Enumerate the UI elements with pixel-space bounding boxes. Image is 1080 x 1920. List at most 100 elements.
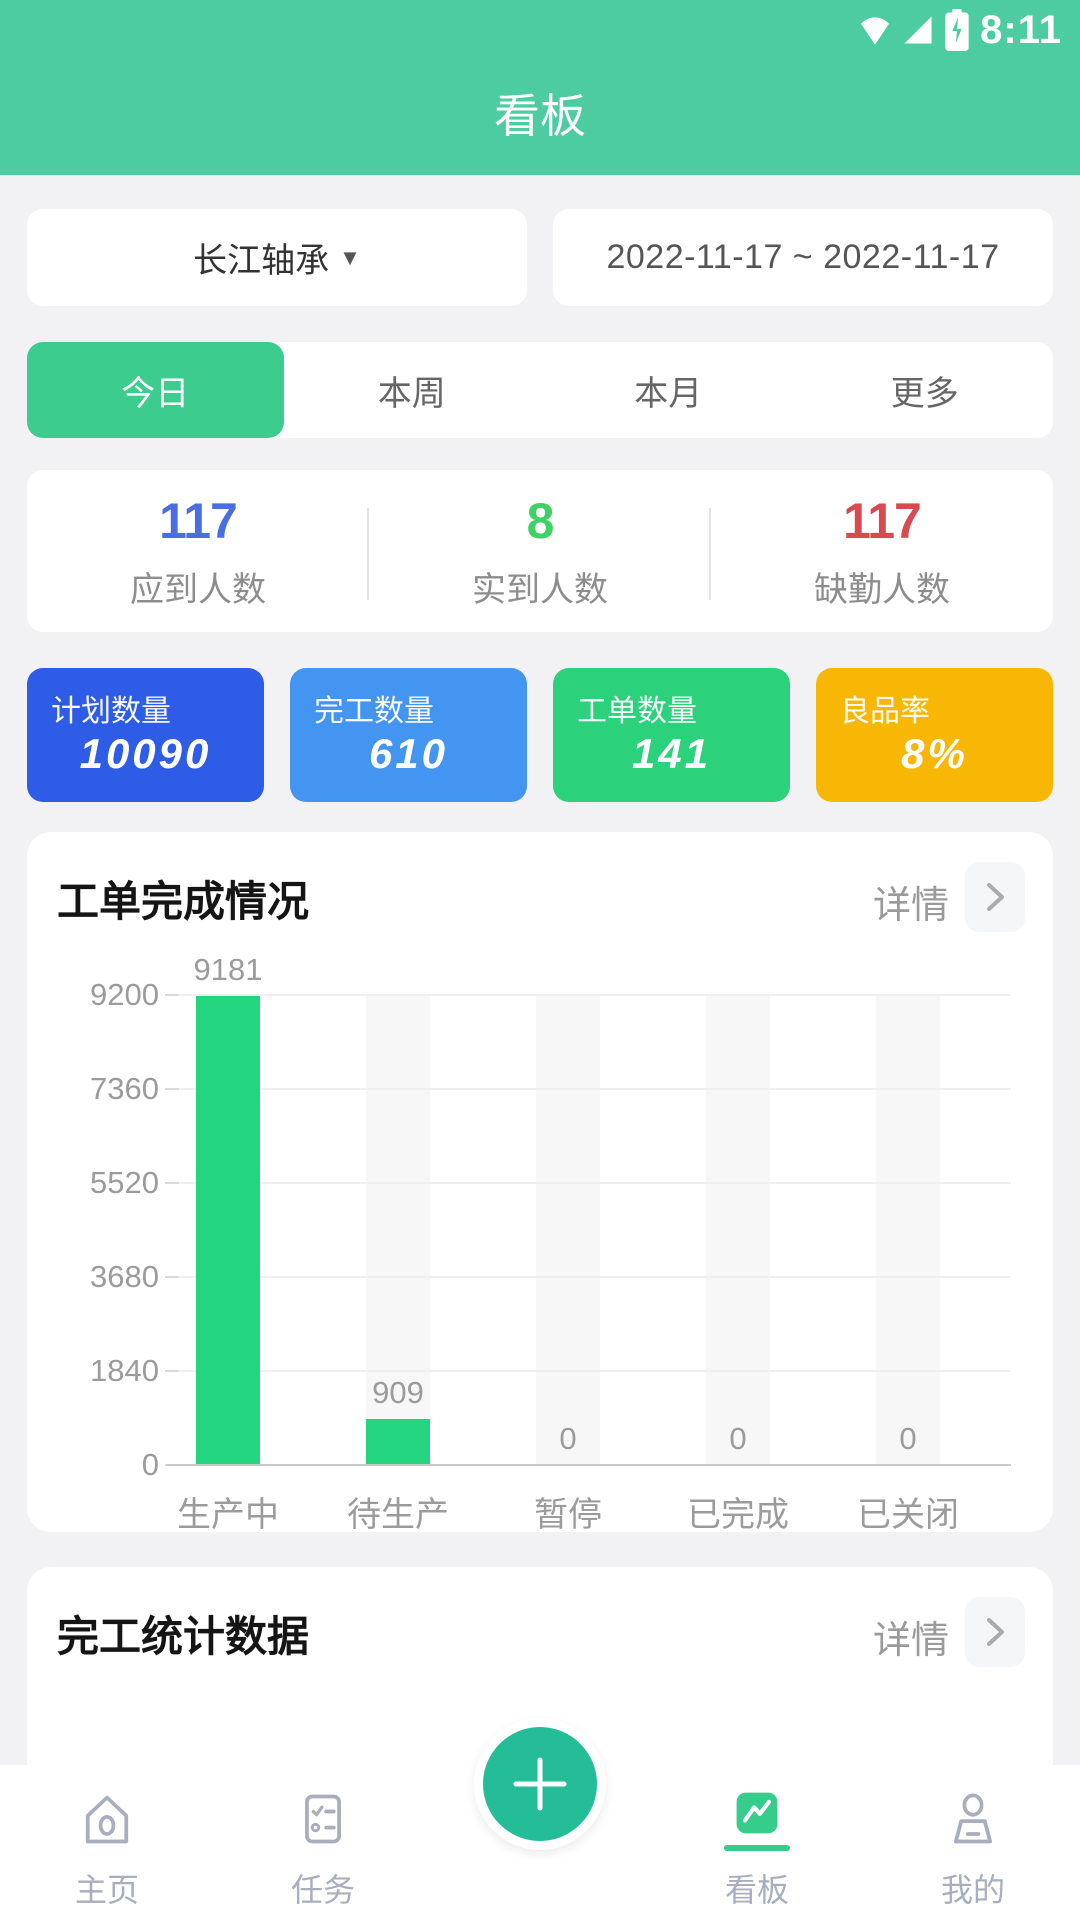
kanban-chart-icon xyxy=(724,1787,790,1851)
attendance-label: 缺勤人数 xyxy=(814,570,950,609)
kpi-value: 610 xyxy=(368,730,449,777)
completion-section-title: 完工统计数据 xyxy=(57,1613,310,1660)
tasks-icon xyxy=(293,1787,353,1851)
bar-value-label: 0 xyxy=(729,1421,747,1456)
attendance-value: 117 xyxy=(843,492,922,549)
kpi-label: 工单数量 xyxy=(577,695,697,728)
category-label-已关闭: 已关闭 xyxy=(857,1496,959,1534)
nav-active-underline xyxy=(724,1844,790,1851)
y-axis-tick-label: 0 xyxy=(141,1447,159,1482)
category-label-待生产: 待生产 xyxy=(347,1496,449,1534)
work-order-section-card: 工单完成情况 详情 0 1840 3680 5520 7360 9200 9181 生产中 90… xyxy=(27,832,1053,1534)
completion-detail-button[interactable] xyxy=(965,1597,1025,1667)
bar-value-label: 0 xyxy=(899,1421,917,1456)
period-tab-bar: 今日 本周 本月 更多 xyxy=(27,342,1053,438)
app-header: 8:11 看板 xyxy=(0,0,1080,175)
battery-charging-icon xyxy=(945,9,969,51)
y-axis-tick-mark xyxy=(165,1088,179,1090)
attendance-label: 实到人数 xyxy=(472,570,608,609)
kpi-label: 计划数量 xyxy=(51,695,171,728)
attendance-value: 117 xyxy=(159,492,238,549)
bar-track xyxy=(706,995,770,1465)
y-axis-tick-label: 1840 xyxy=(90,1353,159,1388)
add-fab-button[interactable] xyxy=(474,1718,606,1850)
y-axis-tick-label: 5520 xyxy=(90,1165,159,1200)
home-icon xyxy=(77,1787,137,1851)
bar-value-label: 0 xyxy=(559,1421,577,1456)
chevron-right-icon xyxy=(987,883,1004,911)
kpi-value: 10090 xyxy=(79,730,212,777)
kpi-value: 8% xyxy=(901,730,968,777)
kpi-label: 良品率 xyxy=(840,695,930,728)
bar-value-label: 9181 xyxy=(193,952,263,987)
category-label-已完成: 已完成 xyxy=(687,1496,789,1534)
kpi-card[interactable]: 良品率 8% xyxy=(816,668,1053,802)
work-order-bar-chart: 0 1840 3680 5520 7360 9200 9181 生产中 909 待生产 0 暂停 0 已完… xyxy=(27,832,1053,1534)
chevron-right-icon xyxy=(987,1618,1004,1646)
stat-divider xyxy=(367,508,369,600)
plus-icon xyxy=(513,1757,567,1811)
work-order-detail-link[interactable]: 详情 xyxy=(872,885,949,927)
gridline xyxy=(179,1276,1011,1278)
gridline xyxy=(179,1088,1011,1090)
attendance-stat: 117 应到人数 xyxy=(27,470,369,632)
status-bar: 8:11 xyxy=(858,8,1062,52)
y-axis-tick-mark xyxy=(165,994,179,996)
kpi-label: 完工数量 xyxy=(314,695,434,728)
nav-label: 我的 xyxy=(940,1872,1005,1908)
x-axis-baseline xyxy=(167,1464,1011,1466)
tab-今日[interactable]: 今日 xyxy=(27,342,284,438)
work-order-section-title: 工单完成情况 xyxy=(57,878,310,925)
factory-selector[interactable]: 长江轴承 ▼ xyxy=(27,209,527,306)
nav-label: 主页 xyxy=(74,1872,139,1908)
kpi-card[interactable]: 计划数量 10090 xyxy=(27,668,264,802)
nav-item-我的[interactable]: 我的 xyxy=(893,1765,1053,1920)
y-axis-tick-label: 3680 xyxy=(90,1259,159,1294)
wifi-icon xyxy=(861,17,890,45)
gridline xyxy=(179,994,1011,996)
nav-item-看板[interactable]: 看板 xyxy=(677,1765,837,1920)
factory-selector-label: 长江轴承 xyxy=(193,242,330,280)
attendance-label: 应到人数 xyxy=(130,570,266,609)
bar-track xyxy=(876,995,940,1465)
attendance-stat: 8 实到人数 xyxy=(369,470,711,632)
y-axis-tick-label: 9200 xyxy=(90,977,159,1012)
stat-divider xyxy=(709,508,711,600)
y-axis-tick-label: 7360 xyxy=(90,1071,159,1106)
kpi-card[interactable]: 完工数量 610 xyxy=(290,668,527,802)
bar-待生产[interactable] xyxy=(366,1419,430,1465)
bar-track xyxy=(536,995,600,1465)
gridline xyxy=(179,1182,1011,1184)
attendance-stats-card: 117 应到人数 8 实到人数 117 缺勤人数 xyxy=(27,470,1053,632)
filter-row: 长江轴承 ▼ 2022-11-17 ~ 2022-11-17 xyxy=(27,209,1053,306)
page-title: 看板 xyxy=(494,90,586,142)
y-axis-tick-mark xyxy=(165,1182,179,1184)
attendance-stat: 117 缺勤人数 xyxy=(711,470,1053,632)
completion-detail-link[interactable]: 详情 xyxy=(872,1620,949,1662)
nav-item-主页[interactable]: 主页 xyxy=(27,1765,187,1920)
gridline xyxy=(179,1370,1011,1372)
signal-icon xyxy=(904,16,932,44)
y-axis-tick-mark xyxy=(165,1276,179,1278)
kpi-card[interactable]: 工单数量 141 xyxy=(553,668,790,802)
category-label-暂停: 暂停 xyxy=(534,1496,602,1534)
work-order-detail-button[interactable] xyxy=(965,862,1025,932)
attendance-value: 8 xyxy=(526,492,555,549)
category-label-生产中: 生产中 xyxy=(177,1496,279,1534)
bar-track xyxy=(366,995,430,1465)
caret-down-icon: ▼ xyxy=(339,244,361,270)
profile-icon xyxy=(943,1787,1003,1851)
date-range-selector[interactable]: 2022-11-17 ~ 2022-11-17 xyxy=(553,209,1053,306)
y-axis-tick-mark xyxy=(165,1370,179,1372)
kpi-value: 141 xyxy=(631,730,712,777)
status-time: 8:11 xyxy=(980,7,1062,52)
tab-本月[interactable]: 本月 xyxy=(634,374,703,413)
bar-生产中[interactable] xyxy=(196,996,260,1465)
nav-label: 看板 xyxy=(724,1872,789,1908)
nav-item-任务[interactable]: 任务 xyxy=(243,1765,403,1920)
kpi-card-row: 计划数量 10090 完工数量 610 工单数量 141 良品率 8% xyxy=(27,668,1053,802)
tab-更多[interactable]: 更多 xyxy=(890,374,959,413)
nav-label: 任务 xyxy=(290,1872,355,1908)
tab-本周[interactable]: 本周 xyxy=(377,374,446,413)
bar-value-label: 909 xyxy=(372,1375,424,1410)
